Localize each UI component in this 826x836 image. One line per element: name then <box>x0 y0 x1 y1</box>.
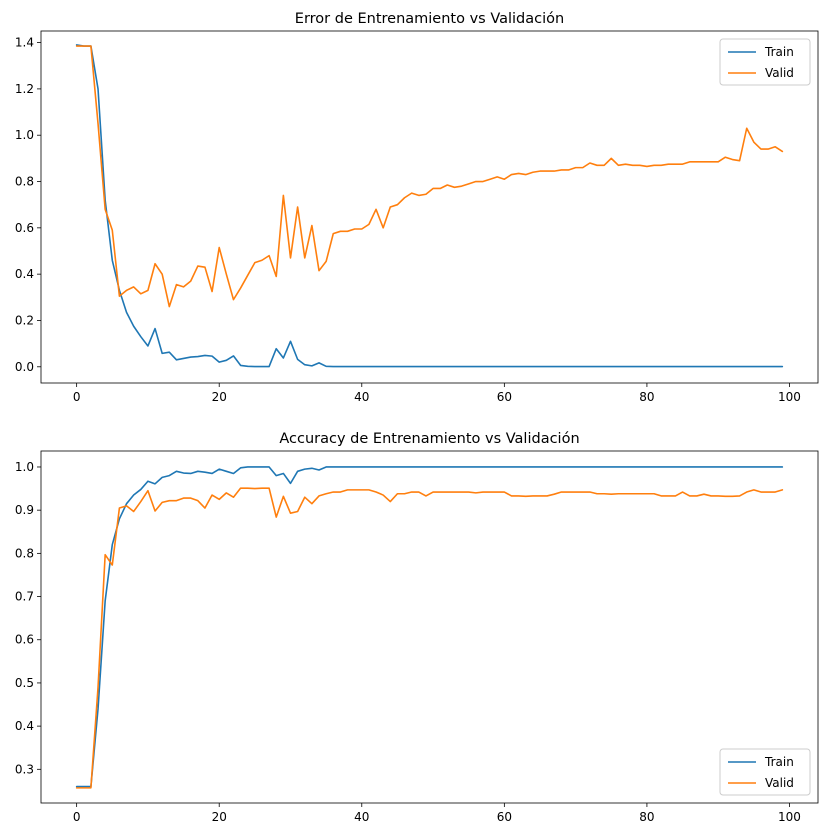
accuracy-chart-x-ticks: 0 20 40 60 80 100 <box>73 803 801 824</box>
loss-chart-y-tick-label: 1.4 <box>15 36 34 50</box>
accuracy-chart-x-tick-label: 80 <box>639 810 654 824</box>
accuracy-chart-series <box>75 466 784 789</box>
accuracy-chart-y-ticks: 0.3 0.4 0.5 0.6 0.7 0.8 0.9 1.0 <box>15 460 41 776</box>
loss-chart-x-tick-label: 100 <box>778 390 801 404</box>
loss-chart-y-tick-label: 0.4 <box>15 267 34 281</box>
loss-chart-y-tick-label: 0.2 <box>15 313 34 327</box>
accuracy-chart-axes-frame <box>40 450 819 804</box>
loss-chart-y-tick-label: 0.8 <box>15 175 34 189</box>
accuracy-chart-legend: Train Valid <box>719 748 811 796</box>
loss-chart-legend: Train Valid <box>719 38 811 86</box>
accuracy-chart-series-train <box>75 466 784 788</box>
loss-chart-x-tick-label: 60 <box>497 390 512 404</box>
accuracy-chart-series-valid <box>75 487 784 789</box>
accuracy-chart-y-tick-label: 0.9 <box>15 503 34 517</box>
loss-chart: Error de Entrenamiento vs Validación 0 20… <box>15 11 819 404</box>
accuracy-chart-legend-label-valid: Valid <box>765 776 794 790</box>
loss-chart-y-tick-label: 1.2 <box>15 82 34 96</box>
loss-chart-x-tick-label: 20 <box>212 390 227 404</box>
accuracy-chart-legend-label-train: Train <box>764 755 794 769</box>
accuracy-chart-y-tick-label: 1.0 <box>15 460 34 474</box>
accuracy-chart-x-tick-label: 60 <box>497 810 512 824</box>
accuracy-chart-y-tick-label: 0.5 <box>15 676 34 690</box>
accuracy-chart-y-tick-label: 0.3 <box>15 762 34 776</box>
accuracy-chart-x-tick-label: 100 <box>778 810 801 824</box>
loss-chart-x-tick-label: 0 <box>73 390 81 404</box>
loss-chart-title: Error de Entrenamiento vs Validación <box>295 11 564 27</box>
loss-chart-y-tick-label: 1.0 <box>15 128 34 142</box>
accuracy-chart-x-tick-label: 40 <box>354 810 369 824</box>
accuracy-chart: Accuracy de Entrenamiento vs Validación … <box>15 431 819 824</box>
accuracy-chart-y-tick-label: 0.7 <box>15 590 34 604</box>
accuracy-chart-x-tick-label: 20 <box>212 810 227 824</box>
loss-chart-axes-frame <box>40 30 819 384</box>
loss-chart-series <box>75 44 784 368</box>
accuracy-chart-title: Accuracy de Entrenamiento vs Validación <box>279 431 579 447</box>
loss-chart-y-tick-label: 0.0 <box>15 360 34 374</box>
accuracy-chart-y-tick-label: 0.8 <box>15 546 34 560</box>
loss-chart-y-tick-label: 0.6 <box>15 221 34 235</box>
loss-chart-x-ticks: 0 20 40 60 80 100 <box>73 383 801 404</box>
loss-chart-y-ticks: 0.0 0.2 0.4 0.6 0.8 1.0 1.2 1.4 <box>15 36 41 374</box>
accuracy-chart-x-tick-label: 0 <box>73 810 81 824</box>
loss-chart-series-valid <box>75 45 784 308</box>
loss-chart-x-tick-label: 40 <box>354 390 369 404</box>
loss-chart-legend-label-train: Train <box>764 45 794 59</box>
accuracy-chart-y-tick-label: 0.6 <box>15 633 34 647</box>
loss-chart-series-train <box>75 44 784 368</box>
loss-chart-x-tick-label: 80 <box>639 390 654 404</box>
accuracy-chart-y-tick-label: 0.4 <box>15 719 34 733</box>
loss-chart-legend-label-valid: Valid <box>765 66 794 80</box>
